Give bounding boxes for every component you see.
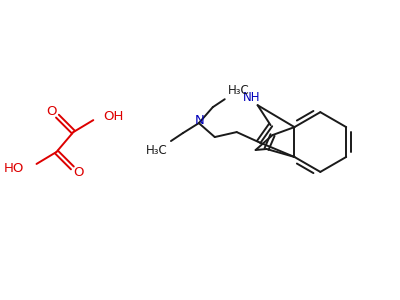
- Text: O: O: [73, 167, 84, 179]
- Text: OH: OH: [103, 110, 124, 123]
- Text: H₃C: H₃C: [146, 143, 168, 157]
- Text: NH: NH: [243, 91, 260, 104]
- Text: HO: HO: [4, 162, 24, 176]
- Text: O: O: [46, 105, 57, 118]
- Text: H₃C: H₃C: [228, 84, 250, 97]
- Text: N: N: [195, 114, 205, 127]
